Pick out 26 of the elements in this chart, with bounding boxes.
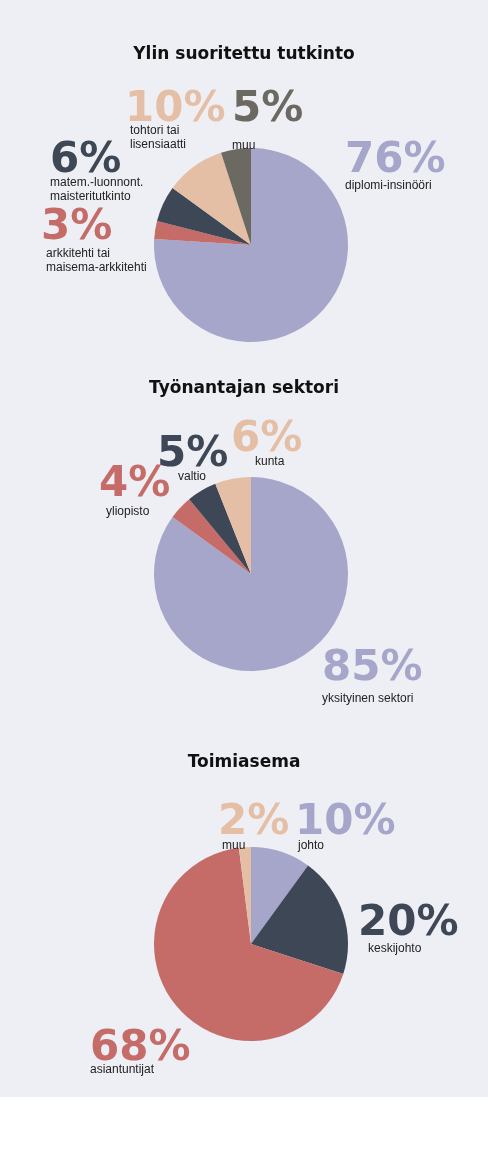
pie-slice bbox=[215, 477, 251, 574]
slice-label: asiantuntijat bbox=[90, 1062, 155, 1076]
pie-slice bbox=[251, 865, 348, 974]
pie-slice bbox=[221, 148, 251, 245]
pie-slice bbox=[154, 220, 251, 245]
slice-label: diplomi-insinööri bbox=[345, 178, 432, 192]
data-label: 3% bbox=[41, 200, 113, 249]
slice-label: muu bbox=[222, 838, 246, 852]
slice-label: tohtori tai lisensiaatti bbox=[130, 123, 187, 151]
slice-label: matem.-luonnont. maisteritutkinto bbox=[50, 175, 144, 203]
slice-label: arkkitehti tai maisema-arkkitehti bbox=[46, 246, 147, 274]
pie-slice bbox=[189, 483, 251, 574]
data-label: 5% bbox=[232, 82, 304, 131]
pie-slice bbox=[172, 499, 251, 574]
slice-label: muu bbox=[232, 138, 256, 152]
pie-slice bbox=[157, 187, 251, 245]
data-label: 85% bbox=[322, 641, 423, 690]
chart-title: Ylin suoritettu tutkinto bbox=[132, 43, 355, 63]
chart-title: Työnantajan sektori bbox=[149, 377, 339, 397]
slice-label: yksityinen sektori bbox=[322, 691, 414, 705]
slice-label: valtio bbox=[178, 469, 207, 483]
slice-label: yliopisto bbox=[106, 504, 150, 518]
chart-title: Toimiasema bbox=[187, 751, 301, 771]
slice-label: kunta bbox=[255, 454, 285, 468]
pie-slice bbox=[172, 152, 251, 245]
slice-label: keskijohto bbox=[368, 941, 422, 955]
